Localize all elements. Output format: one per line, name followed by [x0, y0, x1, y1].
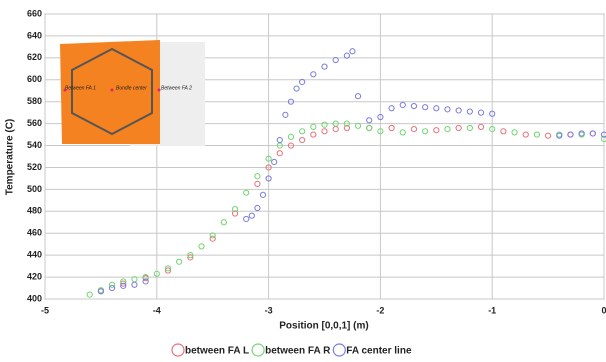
- legend-marker: [252, 344, 264, 356]
- inset-label: Bundle center: [116, 85, 147, 91]
- y-tick-label: 620: [27, 52, 42, 62]
- inset-image: Between FA 1 Bundle center Between FA 2: [60, 40, 205, 146]
- x-tick-label: -5: [41, 305, 49, 315]
- x-tick-label: -1: [488, 305, 496, 315]
- legend-label: between FA R: [265, 346, 331, 357]
- inset-label: Between FA 2: [161, 85, 192, 91]
- y-tick-label: 580: [27, 96, 42, 106]
- y-tick-label: 520: [27, 162, 42, 172]
- legend-label: FA center line: [346, 346, 412, 357]
- y-tick-label: 480: [27, 206, 42, 216]
- y-tick-label: 560: [27, 118, 42, 128]
- chart: Between FA 1 Bundle center Between FA 2 …: [0, 0, 606, 362]
- y-tick-label: 420: [27, 271, 42, 281]
- y-tick-label: 640: [27, 30, 42, 40]
- y-axis-label: Temperature (C): [5, 119, 16, 196]
- y-tick-label: 600: [27, 74, 42, 84]
- y-tick-label: 500: [27, 184, 42, 194]
- x-tick-label: -3: [265, 305, 273, 315]
- y-tick-label: 540: [27, 140, 42, 150]
- y-tick-label: 660: [27, 8, 42, 18]
- y-tick-label: 400: [27, 293, 42, 303]
- legend-label: between FA L: [185, 346, 249, 357]
- y-tick-label: 440: [27, 250, 42, 260]
- inset-label: Between FA 1: [65, 85, 96, 91]
- legend-marker: [333, 344, 345, 356]
- x-tick-label: -4: [153, 305, 161, 315]
- y-tick-label: 460: [27, 228, 42, 238]
- x-axis-label: Position [0,0,1] (m): [279, 321, 368, 332]
- x-tick-label: -2: [376, 305, 384, 315]
- x-tick-label: 0: [601, 305, 606, 315]
- legend-marker: [172, 344, 184, 356]
